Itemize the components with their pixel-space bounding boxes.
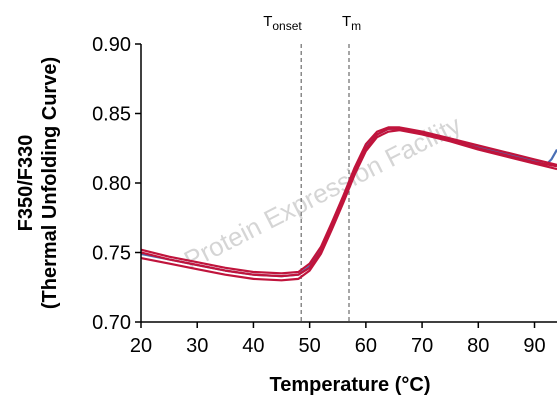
- x-tick-label-4: 60: [355, 335, 377, 357]
- series-line-3: [140, 127, 557, 278]
- x-tick-label-3: 50: [299, 335, 321, 357]
- marker-label-1: Tm: [342, 13, 361, 33]
- x-tick-label-5: 70: [411, 335, 433, 357]
- marker-label-0: Tonset: [263, 13, 302, 33]
- y-tick-label-4: 0.90: [92, 34, 131, 56]
- axes: [135, 43, 557, 328]
- y-tick-label-0: 0.70: [92, 312, 131, 334]
- data-series: [140, 126, 557, 282]
- y-tick-label-1: 0.75: [92, 243, 131, 265]
- x-tick-label-0: 20: [130, 335, 152, 357]
- x-tick-label-6: 80: [467, 335, 489, 357]
- x-tick-label-7: 90: [523, 335, 545, 357]
- y-tick-label-2: 0.80: [92, 173, 131, 195]
- y-axis-title-line1: F350/F330: [15, 135, 37, 232]
- tick-labels: 20 30 40 50 60 70 80 90 0.70 0.75 0.80 0.85 0.90: [92, 34, 546, 357]
- x-axis-title: Temperature (°C): [270, 374, 431, 396]
- y-tick-label-3: 0.85: [92, 104, 131, 126]
- x-tick-label-1: 30: [186, 335, 208, 357]
- x-tick-label-2: 40: [242, 335, 264, 357]
- series-line-1: [140, 126, 557, 275]
- y-axis-title-line2: (Thermal Unfolding Curve): [39, 57, 61, 309]
